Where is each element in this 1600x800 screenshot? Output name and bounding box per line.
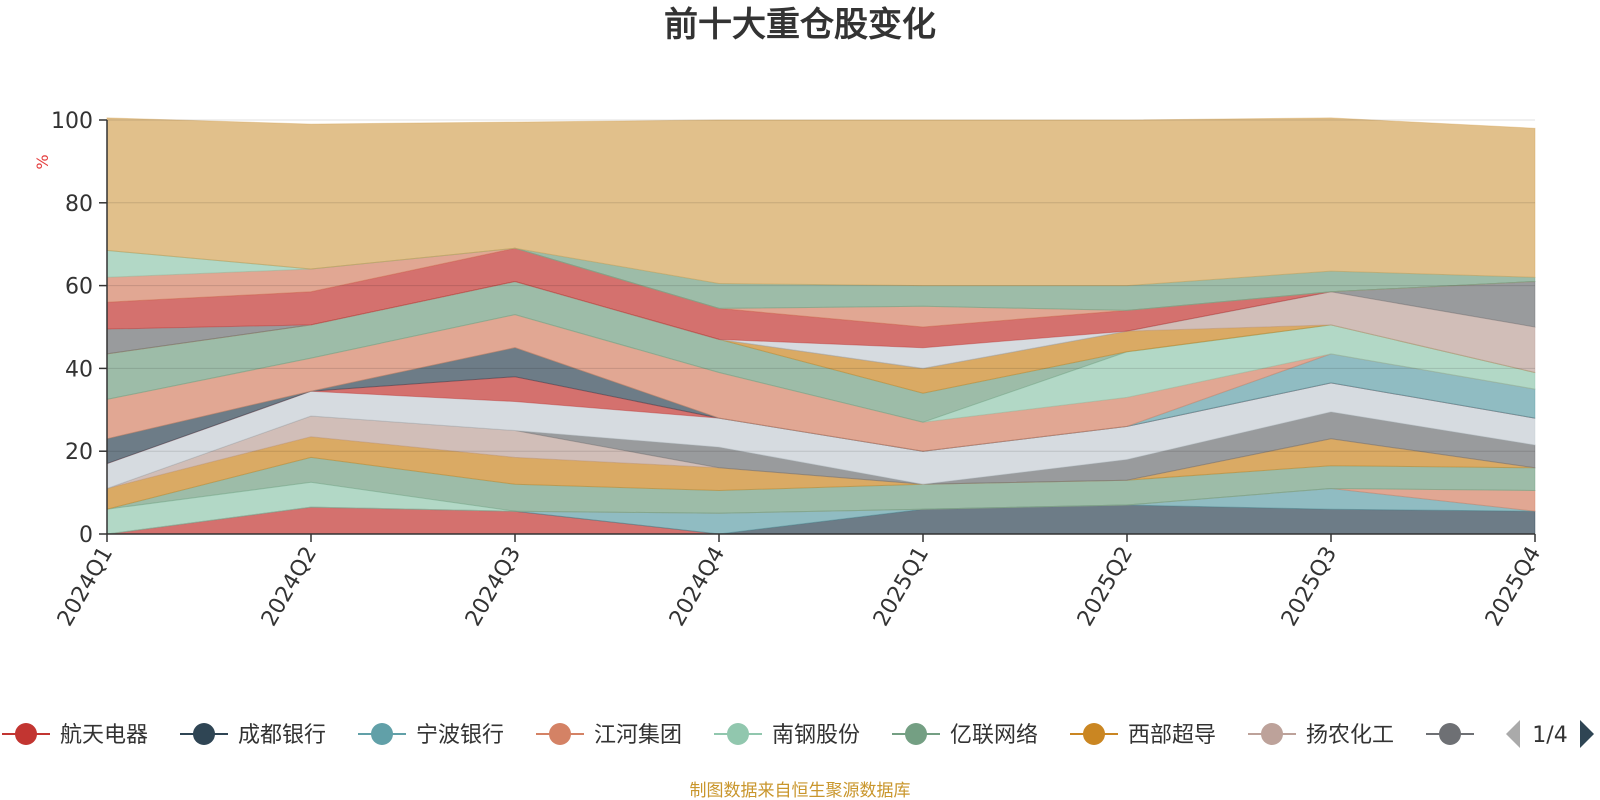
legend-label: 扬农化工 bbox=[1306, 723, 1394, 748]
series-areas bbox=[106, 117, 1536, 535]
area-series-16 bbox=[106, 280, 1536, 423]
legend-circle-icon bbox=[905, 723, 927, 745]
y-tick-label: 40 bbox=[65, 357, 93, 382]
x-tick-label: 2024Q3 bbox=[461, 543, 526, 631]
legend-item[interactable]: 南钢股份 bbox=[714, 723, 860, 748]
legend-circle-icon bbox=[1261, 723, 1283, 745]
legend-circle-icon bbox=[549, 723, 571, 745]
y-tick-label: 20 bbox=[65, 440, 93, 465]
data-source-note: 制图数据来自恒生聚源数据库 bbox=[690, 781, 911, 800]
x-tick-label: 2025Q4 bbox=[1481, 543, 1546, 631]
legend[interactable]: 航天电器 成都银行 宁波银行 江河集团 南钢股份 亿联网络 西部超导 扬农化工 bbox=[2, 723, 1474, 748]
legend-circle-icon bbox=[193, 723, 215, 745]
legend-label: 西部超导 bbox=[1128, 723, 1216, 748]
legend-item[interactable]: 成都银行 bbox=[180, 723, 326, 748]
legend-pager: 1/4 bbox=[1506, 720, 1594, 748]
legend-label: 航天电器 bbox=[60, 723, 148, 748]
legend-label: 宁波银行 bbox=[416, 723, 504, 748]
legend-circle-icon bbox=[1439, 723, 1461, 745]
legend-item[interactable]: 亿联网络 bbox=[892, 723, 1038, 748]
x-tick-label: 2024Q4 bbox=[665, 543, 730, 631]
gridlines bbox=[107, 119, 1535, 452]
y-tick-label: 60 bbox=[65, 275, 93, 300]
legend-circle-icon bbox=[727, 723, 749, 745]
area-series-18 bbox=[106, 280, 1536, 374]
y-axis-unit: % bbox=[33, 154, 52, 169]
legend-label: 南钢股份 bbox=[772, 723, 860, 748]
y-tick-label: 0 bbox=[79, 523, 93, 548]
legend-next-icon[interactable] bbox=[1580, 720, 1594, 748]
area-series-19 bbox=[106, 280, 1536, 369]
x-tick-label: 2025Q1 bbox=[869, 543, 934, 631]
legend-item[interactable]: 航天电器 bbox=[2, 723, 148, 748]
y-tick-label: 100 bbox=[51, 109, 93, 134]
legend-label: 成都银行 bbox=[238, 723, 326, 748]
legend-item[interactable]: 西部超导 bbox=[1070, 723, 1216, 748]
legend-item[interactable] bbox=[1426, 723, 1474, 745]
legend-circle-icon bbox=[1083, 723, 1105, 745]
y-tick-label: 80 bbox=[65, 192, 93, 217]
legend-item[interactable]: 扬农化工 bbox=[1248, 723, 1394, 748]
legend-label: 江河集团 bbox=[594, 723, 682, 748]
legend-circle-icon bbox=[371, 723, 393, 745]
legend-item[interactable]: 江河集团 bbox=[536, 723, 682, 748]
area-series-25 bbox=[106, 117, 1536, 287]
legend-circle-icon bbox=[15, 723, 37, 745]
area-series-10 bbox=[106, 382, 1536, 490]
x-tick-label: 2024Q1 bbox=[53, 543, 118, 631]
area-series-13 bbox=[106, 347, 1536, 452]
x-tick-label: 2024Q2 bbox=[257, 543, 322, 631]
chart-title: 前十大重仓股变化 bbox=[664, 5, 936, 45]
legend-page-indicator: 1/4 bbox=[1532, 723, 1567, 748]
legend-item[interactable]: 宁波银行 bbox=[358, 723, 504, 748]
legend-prev-icon[interactable] bbox=[1506, 720, 1520, 748]
x-tick-label: 2025Q2 bbox=[1073, 543, 1138, 631]
legend-label: 亿联网络 bbox=[950, 723, 1038, 748]
x-tick-label: 2025Q3 bbox=[1277, 543, 1342, 631]
